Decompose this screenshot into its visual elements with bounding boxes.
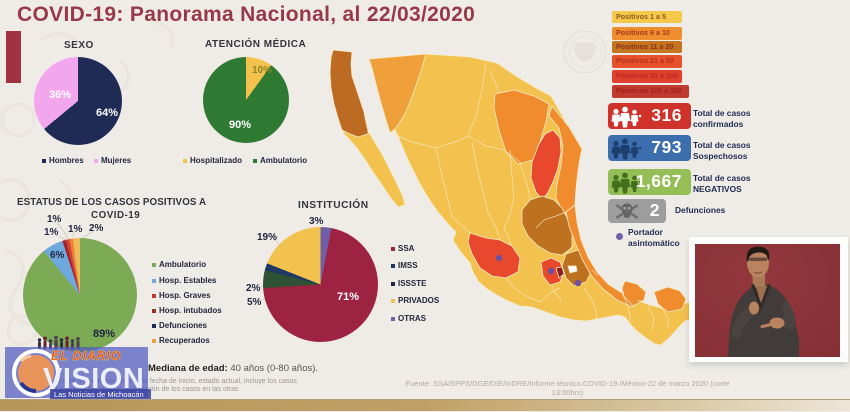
svg-text:EL DIARIO: EL DIARIO	[51, 349, 121, 363]
svg-text:Las Noticias de Michoacán: Las Noticias de Michoacán	[54, 390, 144, 399]
